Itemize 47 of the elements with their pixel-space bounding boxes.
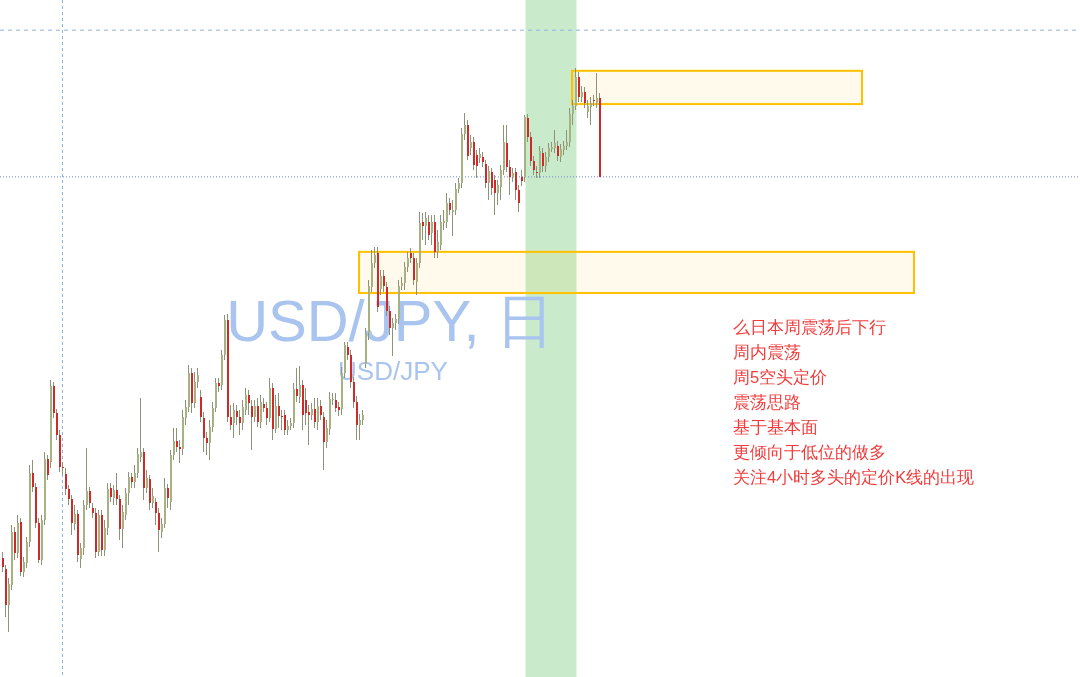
candlestick	[193, 371, 196, 409]
candlestick	[253, 399, 256, 423]
candlestick	[538, 145, 541, 179]
candlestick	[439, 214, 442, 251]
candlestick	[427, 214, 430, 241]
candlestick	[469, 134, 472, 156]
text: 关注4小时多头的定价K线的出现	[733, 468, 975, 486]
candlestick	[358, 413, 361, 441]
candlestick	[148, 474, 151, 511]
candlestick	[277, 392, 280, 429]
candlestick	[430, 214, 433, 246]
candlestick	[487, 165, 490, 201]
candlestick	[493, 174, 496, 216]
candlestick	[334, 392, 337, 413]
candlestick	[250, 399, 253, 451]
text: 么日本周震荡后下行	[733, 318, 886, 336]
candlestick	[592, 94, 595, 107]
candlestick	[316, 397, 319, 431]
candlestick	[454, 182, 457, 216]
candlestick	[424, 211, 427, 246]
candlestick	[541, 147, 544, 173]
candlestick	[295, 367, 298, 403]
candlestick	[256, 397, 259, 428]
text: 周内震荡	[733, 343, 801, 361]
text: 更倾向于低位的做多	[733, 443, 886, 461]
candlestick	[265, 401, 268, 426]
candlestick	[112, 484, 115, 506]
candlestick	[88, 486, 91, 509]
candlestick	[232, 402, 235, 439]
candlestick	[280, 409, 283, 431]
candlestick	[379, 269, 382, 296]
candlestick	[595, 72, 598, 109]
candlestick	[535, 165, 538, 179]
candlestick	[109, 482, 112, 503]
candlestick	[421, 212, 424, 241]
candlestick	[274, 394, 277, 434]
candlestick	[13, 526, 16, 561]
candlestick	[589, 96, 592, 126]
candlestick	[298, 365, 301, 404]
text: 周5空头定价	[733, 368, 828, 386]
text: 基于基本面	[733, 418, 818, 436]
candlestick	[166, 483, 169, 509]
candlestick	[556, 140, 559, 162]
text: 震荡思路	[733, 393, 801, 411]
candlestick	[73, 504, 76, 531]
candlestick	[238, 409, 241, 436]
candlestick	[559, 143, 562, 163]
